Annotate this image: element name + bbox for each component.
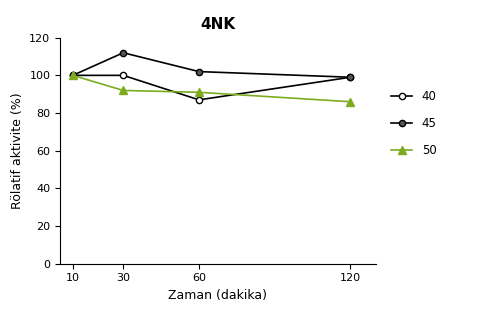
Legend: 40, 45, 50: 40, 45, 50 bbox=[391, 90, 437, 157]
Y-axis label: Rölatif aktivite (%): Rölatif aktivite (%) bbox=[11, 92, 24, 209]
Line: 45: 45 bbox=[70, 50, 354, 80]
40 bbox=[196, 98, 202, 102]
45 bbox=[348, 75, 354, 79]
50 bbox=[348, 100, 354, 104]
Title: 4NK: 4NK bbox=[200, 17, 235, 32]
50 bbox=[196, 90, 202, 94]
45 bbox=[120, 51, 126, 55]
40 bbox=[120, 73, 126, 77]
45 bbox=[196, 70, 202, 73]
X-axis label: Zaman (dakika): Zaman (dakika) bbox=[168, 289, 268, 302]
45 bbox=[70, 73, 76, 77]
50 bbox=[120, 89, 126, 92]
50 bbox=[70, 73, 76, 77]
Line: 40: 40 bbox=[70, 72, 354, 103]
Line: 50: 50 bbox=[69, 71, 355, 106]
40 bbox=[70, 73, 76, 77]
40 bbox=[348, 75, 354, 79]
